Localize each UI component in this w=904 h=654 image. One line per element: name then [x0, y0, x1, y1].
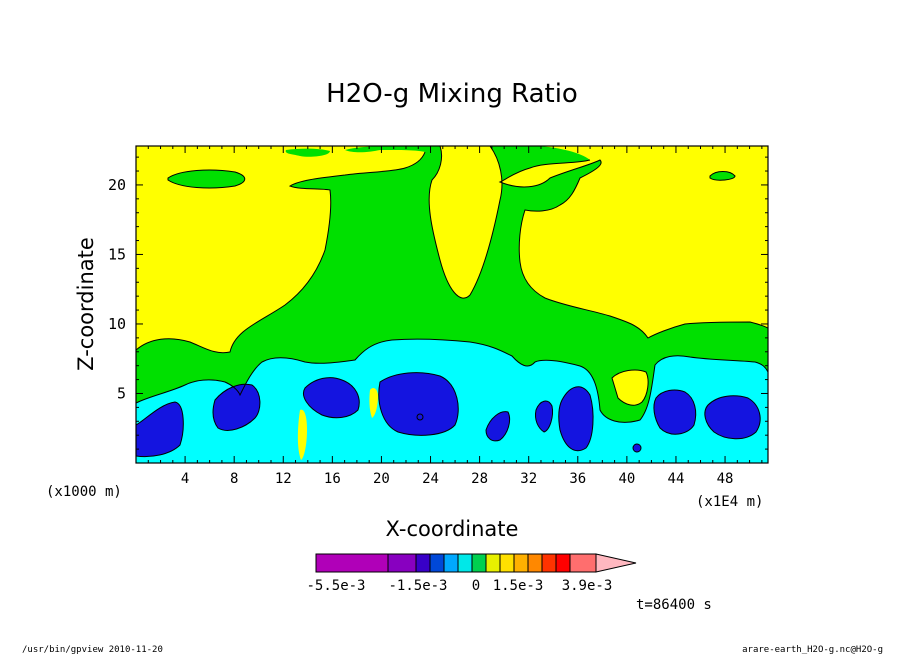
x-tick-label: 36	[569, 471, 586, 487]
x-tick-label: 8	[230, 471, 238, 487]
x-tick-label: 12	[275, 471, 292, 487]
y-tick-5: 5	[117, 384, 768, 402]
x-tick-label: 4	[181, 471, 189, 487]
y-tick-10: 10	[108, 315, 768, 333]
colorbar-label: 3.9e-3	[562, 578, 613, 594]
colorbar-label: 0	[472, 578, 480, 594]
y-axis-label: Z-coordinate	[74, 237, 98, 371]
colorbar-segment	[541, 553, 557, 573]
footer-left: /usr/bin/gpview 2010-11-20	[22, 645, 163, 654]
x-tick-8: 8	[230, 146, 238, 487]
y-tick-label: 5	[117, 384, 126, 402]
colorbar-segment	[569, 553, 597, 573]
chart-title: H2O-g Mixing Ratio	[326, 79, 578, 109]
colorbar-label: -1.5e-3	[388, 578, 447, 594]
colorbar-label: -5.5e-3	[306, 578, 365, 594]
colorbar-extend-arrow	[595, 553, 637, 573]
colorbar-label: 1.5e-3	[493, 578, 544, 594]
y-tick-label: 20	[108, 176, 126, 194]
region-yellow-patches	[297, 370, 649, 460]
x-tick-label: 48	[717, 471, 734, 487]
colorbar-segment	[471, 553, 487, 573]
region-blue	[136, 372, 761, 457]
x-tick-4: 4	[181, 146, 189, 487]
x-tick-48: 48	[717, 146, 734, 487]
colorbar-segment	[485, 553, 501, 573]
x-tick-label: 20	[373, 471, 390, 487]
colorbar-segment	[527, 553, 543, 573]
x-tick-label: 16	[324, 471, 341, 487]
x-tick-label: 32	[520, 471, 537, 487]
colorbar: -5.5e-3 -1.5e-3 0 1.5e-3 3.9e-3	[306, 553, 637, 594]
x-tick-28: 28	[471, 146, 488, 487]
x-tick-32: 32	[520, 146, 537, 487]
x-tick-44: 44	[668, 146, 685, 487]
colorbar-segment	[315, 553, 389, 573]
x-tick-label: 28	[471, 471, 488, 487]
plot-frame	[135, 145, 769, 464]
colorbar-segment	[443, 553, 459, 573]
y-tick-label: 10	[108, 315, 126, 333]
time-label: t=86400 s	[636, 597, 712, 613]
x-unit-label: (x1E4 m)	[696, 494, 763, 510]
y-tick-15: 15	[108, 245, 768, 263]
colorbar-segment	[387, 553, 417, 573]
x-axis-label: X-coordinate	[386, 517, 519, 541]
y-tick-label: 15	[108, 245, 126, 263]
colorbar-segment	[499, 553, 515, 573]
x-tick-label: 40	[618, 471, 635, 487]
colorbar-segment	[415, 553, 431, 573]
colorbar-segment	[457, 553, 473, 573]
plot-area	[136, 146, 768, 463]
contour-lines	[136, 146, 768, 458]
x-tick-label: 24	[422, 471, 439, 487]
colorbar-segment	[429, 553, 445, 573]
y-tick-20: 20	[108, 176, 768, 194]
x-tick-20: 20	[373, 146, 390, 487]
x-tick-36: 36	[569, 146, 586, 487]
x-tick-12: 12	[275, 146, 292, 487]
colorbar-segment	[513, 553, 529, 573]
footer-right: arare-earth_H2O-g.nc@H2O-g	[742, 645, 883, 654]
colorbar-segment	[555, 553, 571, 573]
x-tick-24: 24	[422, 146, 439, 487]
x-tick-40: 40	[618, 146, 635, 487]
x-tick-label: 44	[668, 471, 685, 487]
x-tick-16: 16	[324, 146, 341, 487]
y-unit-label: (x1000 m)	[46, 484, 122, 500]
